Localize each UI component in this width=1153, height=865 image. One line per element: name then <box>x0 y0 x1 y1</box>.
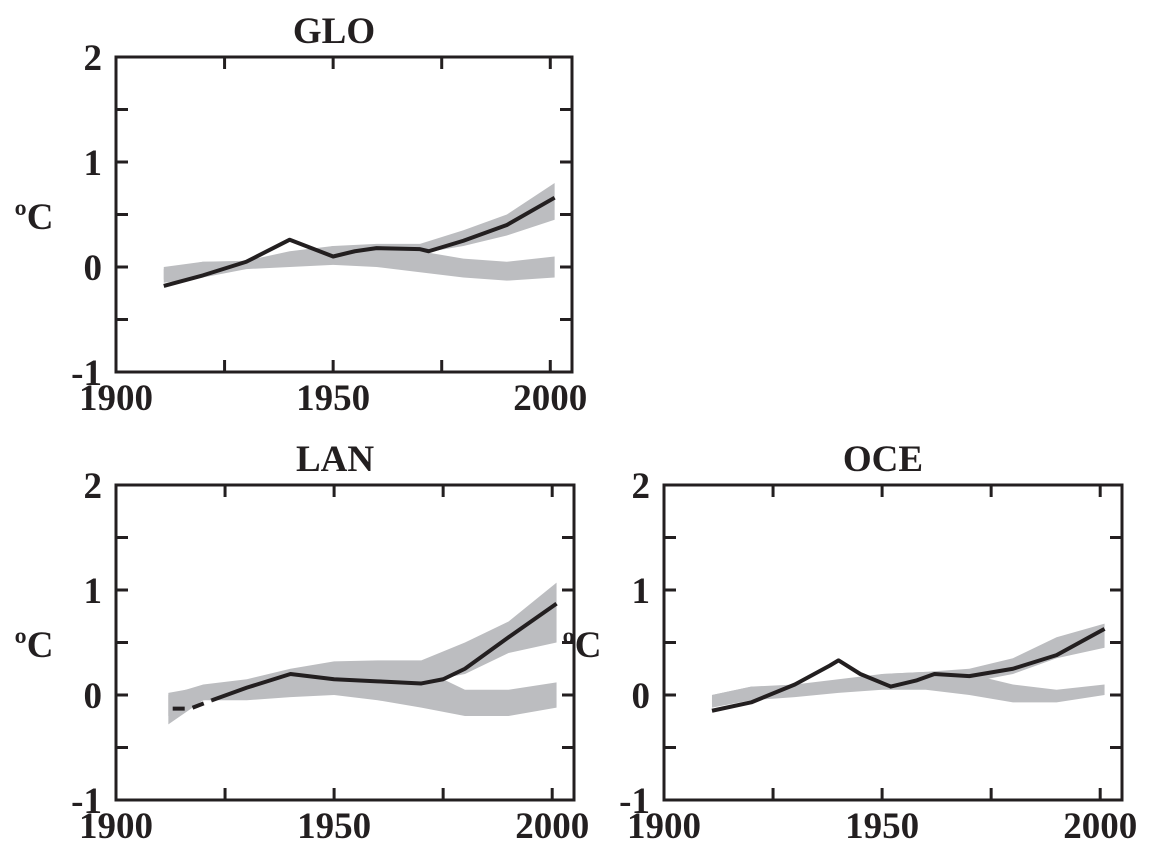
envelope <box>163 246 555 283</box>
y-tick-label: 1 <box>84 143 103 184</box>
temperature-line <box>211 602 558 703</box>
plot-frame <box>114 55 574 374</box>
x-tick-label: 1950 <box>297 806 371 847</box>
panel-title: LAN <box>296 439 374 480</box>
y-tick-label: -1 <box>71 353 102 394</box>
x-tick-label: 1900 <box>79 378 153 419</box>
y-tick-label: -1 <box>71 781 102 822</box>
y-tick-label: -1 <box>619 781 650 822</box>
envelope <box>163 183 555 280</box>
x-tick-label: 1950 <box>845 806 919 847</box>
y-tick-label: 0 <box>84 676 103 717</box>
panel-title: GLO <box>293 11 375 52</box>
y-tick-label: 0 <box>84 248 103 289</box>
y-tick-label: 2 <box>84 38 103 79</box>
y-tick-label: 1 <box>84 571 103 612</box>
y-axis-label: ºC <box>15 197 54 238</box>
y-axis-label: ºC <box>563 625 602 666</box>
y-axis-label: ºC <box>15 625 54 666</box>
envelope <box>168 663 557 725</box>
y-tick-label: 0 <box>632 676 651 717</box>
envelope <box>711 671 1105 708</box>
envelope <box>711 623 1105 706</box>
x-tick-label: 1900 <box>627 806 701 847</box>
x-tick-label: 1900 <box>79 806 153 847</box>
temperature-line <box>172 698 213 711</box>
x-tick-label: 1950 <box>296 378 370 419</box>
temperature-line <box>163 195 556 288</box>
y-tick-label: 2 <box>632 466 651 507</box>
temperature-line <box>711 627 1106 713</box>
y-tick-label: 2 <box>84 466 103 507</box>
x-tick-label: 2000 <box>515 806 589 847</box>
panel-title: OCE <box>843 439 923 480</box>
y-tick-label: 1 <box>632 571 651 612</box>
x-tick-label: 2000 <box>1063 806 1137 847</box>
x-tick-label: 2000 <box>513 378 587 419</box>
